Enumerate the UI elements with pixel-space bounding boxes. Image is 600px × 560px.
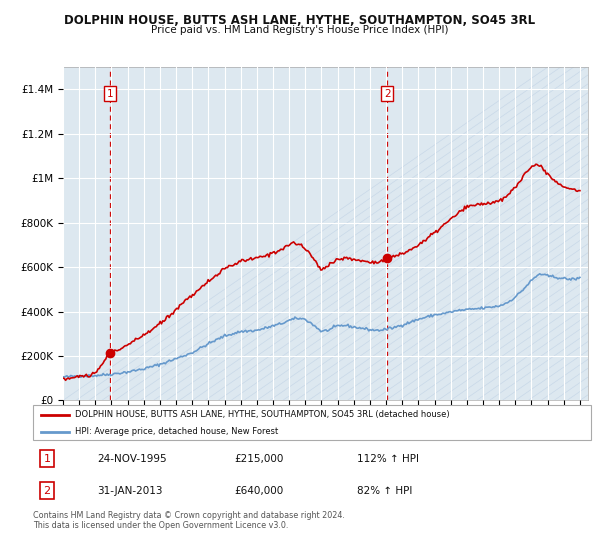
Text: 1: 1 (107, 89, 113, 99)
Text: 24-NOV-1995: 24-NOV-1995 (97, 454, 167, 464)
Text: 1: 1 (43, 454, 50, 464)
Text: £215,000: £215,000 (234, 454, 283, 464)
Text: £640,000: £640,000 (234, 486, 283, 496)
Text: Contains HM Land Registry data © Crown copyright and database right 2024.
This d: Contains HM Land Registry data © Crown c… (33, 511, 345, 530)
Text: 31-JAN-2013: 31-JAN-2013 (97, 486, 163, 496)
Text: 2: 2 (384, 89, 391, 99)
Text: 82% ↑ HPI: 82% ↑ HPI (356, 486, 412, 496)
Text: DOLPHIN HOUSE, BUTTS ASH LANE, HYTHE, SOUTHAMPTON, SO45 3RL: DOLPHIN HOUSE, BUTTS ASH LANE, HYTHE, SO… (64, 14, 536, 27)
Text: 2: 2 (43, 486, 50, 496)
Text: Price paid vs. HM Land Registry's House Price Index (HPI): Price paid vs. HM Land Registry's House … (151, 25, 449, 35)
Text: HPI: Average price, detached house, New Forest: HPI: Average price, detached house, New … (75, 427, 278, 436)
Text: 112% ↑ HPI: 112% ↑ HPI (356, 454, 419, 464)
Text: DOLPHIN HOUSE, BUTTS ASH LANE, HYTHE, SOUTHAMPTON, SO45 3RL (detached house): DOLPHIN HOUSE, BUTTS ASH LANE, HYTHE, SO… (75, 410, 449, 419)
